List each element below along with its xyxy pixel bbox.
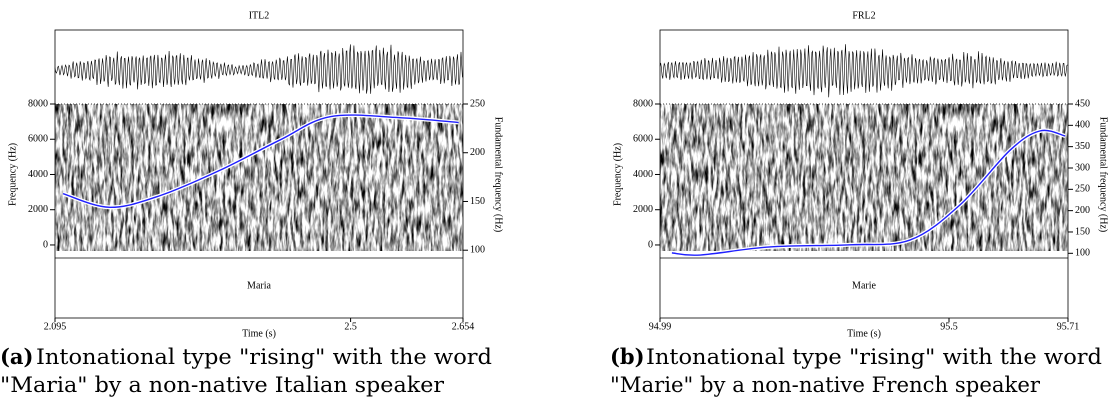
spectrogram: [55, 104, 463, 251]
x-tick-label: 2.095: [44, 321, 67, 332]
y-tick-label: 4000: [633, 169, 653, 180]
y-axis-label: Frequency (Hz): [7, 143, 18, 206]
y2-tick-label: 400: [1075, 120, 1090, 131]
caption-line: "Maria" by a non-native Italian speaker: [0, 373, 445, 397]
y-axis-label: Frequency (Hz): [612, 143, 623, 206]
y-tick-label: 2000: [28, 204, 48, 215]
y-tick-label: 0: [648, 239, 653, 250]
caption-line: Intonational type "rising" with the word: [646, 345, 1102, 369]
y2-tick-label: 450: [1075, 98, 1090, 109]
f0-contour: [62, 114, 459, 209]
spectrogram: [660, 104, 1068, 251]
caption-label: (b): [610, 344, 645, 369]
word: Maria: [247, 280, 271, 291]
panel-title: ITL2: [249, 10, 270, 21]
word: Marie: [852, 280, 876, 291]
y-tick-label: 6000: [633, 134, 653, 145]
y-tick-label: 2000: [633, 204, 653, 215]
y-tick-label: 8000: [633, 98, 653, 109]
f0-contour: [671, 129, 1066, 256]
y2-tick-label: 250: [1075, 184, 1090, 195]
x-tick-label: 95.5: [940, 321, 958, 332]
y2-tick-label: 250: [470, 98, 485, 109]
x-tick-label: 95.71: [1057, 321, 1080, 332]
caption-line: Intonational type "rising" with the word: [36, 345, 492, 369]
waveform: [659, 44, 1068, 98]
y2-tick-label: 150: [470, 196, 485, 207]
x-tick-label: 2.5: [344, 321, 357, 332]
y2-tick-label: 300: [1075, 162, 1090, 173]
y2-tick-label: 150: [1075, 226, 1090, 237]
y2-tick-label: 200: [1075, 205, 1090, 216]
caption-line: "Marie" by a non-native French speaker: [610, 373, 1041, 397]
x-tick-label: 94.99: [649, 321, 672, 332]
y-tick-label: 0: [43, 239, 48, 250]
x-tick-label: 2.654: [452, 321, 475, 332]
x-axis-label: Time (s): [847, 328, 881, 339]
panel-title: FRL2: [852, 10, 875, 21]
y2-tick-label: 100: [470, 244, 485, 255]
x-axis-label: Time (s): [242, 328, 276, 339]
y-tick-label: 4000: [28, 169, 48, 180]
waveform: [54, 44, 463, 94]
y2-tick-label: 100: [1075, 248, 1090, 259]
y-tick-label: 6000: [28, 134, 48, 145]
y-tick-label: 8000: [28, 98, 48, 109]
y2-axis-label: Fundamental frequency (Hz): [1098, 117, 1109, 233]
y2-axis-label: Fundamental frequency (Hz): [493, 117, 504, 233]
y2-tick-label: 200: [470, 147, 485, 158]
y2-tick-label: 350: [1075, 141, 1090, 152]
caption-label: (a): [0, 344, 33, 369]
